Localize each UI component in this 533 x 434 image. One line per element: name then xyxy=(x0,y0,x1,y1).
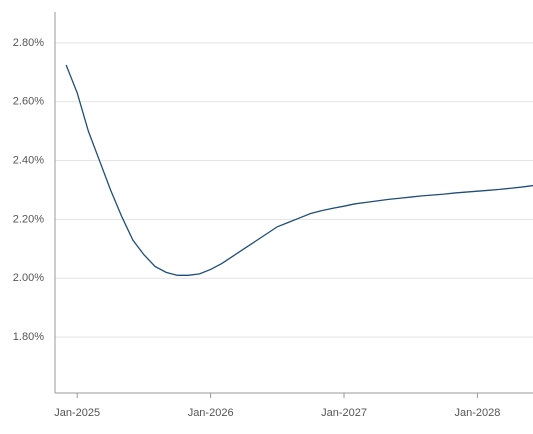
y-tick-label: 2.80% xyxy=(13,37,44,49)
x-tick-label: Jan-2027 xyxy=(321,407,367,419)
series-line xyxy=(65,64,533,276)
x-tick-label: Jan-2026 xyxy=(188,407,234,419)
x-tick-label: Jan-2025 xyxy=(54,407,100,419)
x-tick-label: Jan-2028 xyxy=(454,407,500,419)
y-tick-label: 2.20% xyxy=(13,213,44,225)
y-tick-label: 1.80% xyxy=(13,331,44,343)
y-tick-label: 2.00% xyxy=(13,272,44,284)
y-tick-label: 2.60% xyxy=(13,96,44,108)
y-tick-label: 2.40% xyxy=(13,154,44,166)
